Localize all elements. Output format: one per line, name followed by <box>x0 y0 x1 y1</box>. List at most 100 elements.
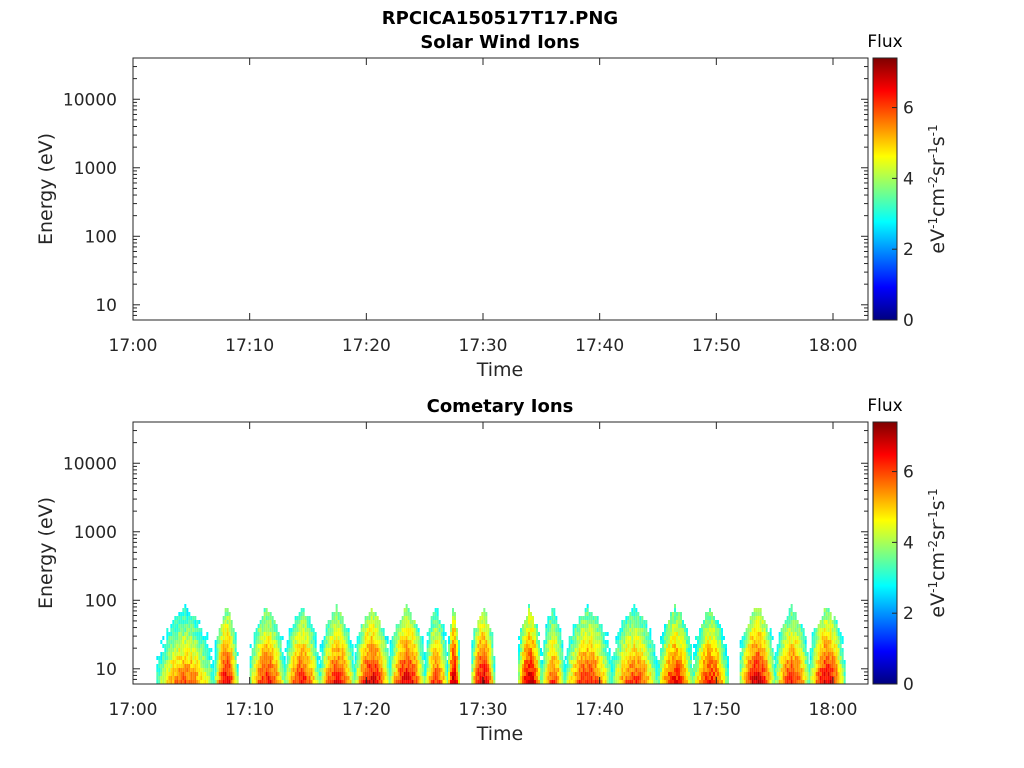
flux-cell <box>753 660 756 664</box>
flux-cell <box>279 676 282 680</box>
flux-cell <box>769 680 772 684</box>
flux-cell <box>405 648 408 652</box>
flux-cell <box>727 668 729 672</box>
flux-cell <box>436 620 439 624</box>
flux-cell <box>647 656 650 660</box>
flux-cell <box>778 672 781 676</box>
flux-cell <box>376 664 379 668</box>
flux-cell <box>314 644 317 648</box>
flux-cell <box>434 652 437 656</box>
flux-cell <box>331 668 334 672</box>
flux-cell <box>621 644 624 648</box>
flux-cell <box>686 628 688 632</box>
flux-cell <box>397 680 400 684</box>
flux-cell <box>621 628 624 632</box>
flux-cell <box>841 664 844 668</box>
flux-cell <box>837 680 840 684</box>
flux-cell <box>804 664 807 668</box>
flux-cell <box>600 648 603 652</box>
flux-cell <box>561 656 564 660</box>
flux-cell <box>483 648 486 652</box>
flux-cell <box>226 672 229 676</box>
flux-cell <box>707 624 709 628</box>
flux-cell <box>555 676 558 680</box>
flux-cell <box>658 680 660 684</box>
flux-cell <box>594 680 597 684</box>
flux-cell <box>168 664 171 668</box>
flux-cell <box>180 676 183 680</box>
flux-cell <box>378 680 381 684</box>
flux-cell <box>302 628 305 632</box>
flux-cell <box>563 672 566 676</box>
flux-cell <box>833 644 836 648</box>
flux-cell <box>405 656 408 660</box>
colorbar-tick-label: 4 <box>903 169 914 189</box>
flux-cell <box>160 652 163 656</box>
flux-cell <box>230 660 233 664</box>
flux-cell <box>678 632 680 636</box>
flux-cell <box>471 676 474 680</box>
flux-cell <box>382 664 385 668</box>
flux-cell <box>697 644 699 648</box>
flux-cell <box>839 632 842 636</box>
flux-cell <box>543 664 546 668</box>
flux-cell <box>378 660 381 664</box>
flux-cell <box>776 648 779 652</box>
flux-cell <box>337 660 340 664</box>
flux-cell <box>304 628 307 632</box>
flux-cell <box>384 648 387 652</box>
flux-cell <box>643 624 646 628</box>
flux-cell <box>680 620 682 624</box>
flux-cell <box>450 624 452 628</box>
flux-cell <box>454 672 456 676</box>
flux-cell <box>170 668 173 672</box>
flux-cell <box>284 668 287 672</box>
flux-cell <box>411 652 414 656</box>
flux-cell <box>284 648 287 652</box>
flux-cell <box>528 608 530 612</box>
flux-cell <box>635 608 638 612</box>
flux-cell <box>584 612 587 616</box>
flux-cell <box>837 664 840 668</box>
flux-cell <box>792 624 795 628</box>
flux-cell <box>232 676 235 680</box>
flux-cell <box>228 616 231 620</box>
flux-cell <box>160 640 163 644</box>
flux-cell <box>678 640 680 644</box>
flux-cell <box>755 640 758 644</box>
flux-cell <box>641 640 644 644</box>
flux-cell <box>598 668 601 672</box>
flux-cell <box>817 660 820 664</box>
flux-cell <box>184 624 187 628</box>
flux-cell <box>360 652 363 656</box>
flux-cell <box>631 608 634 612</box>
flux-cell <box>545 676 548 680</box>
flux-cell <box>699 648 701 652</box>
flux-cell <box>397 664 400 668</box>
flux-cell <box>806 664 809 668</box>
flux-cell <box>786 644 789 648</box>
flux-cell <box>637 648 640 652</box>
flux-cell <box>794 644 797 648</box>
flux-cell <box>296 672 299 676</box>
flux-cell <box>304 660 307 664</box>
flux-cell <box>837 648 840 652</box>
flux-cell <box>524 632 526 636</box>
flux-cell <box>413 672 416 676</box>
x-ticks: 17:00 17:10 17:20 17:30 17:40 17:50 18:00 <box>109 58 858 356</box>
flux-cell <box>428 668 431 672</box>
flux-cell <box>802 628 805 632</box>
flux-cell <box>588 672 591 676</box>
flux-cell <box>794 668 797 672</box>
flux-cell <box>378 636 381 640</box>
flux-cell <box>218 660 221 664</box>
flux-cell <box>421 656 424 660</box>
flux-cell <box>188 656 191 660</box>
flux-cell <box>723 676 725 680</box>
flux-cell <box>817 680 820 684</box>
flux-cell <box>428 644 431 648</box>
flux-cell <box>426 640 429 644</box>
flux-cell <box>475 676 478 680</box>
flux-burst <box>354 608 391 684</box>
flux-cell <box>602 672 605 676</box>
